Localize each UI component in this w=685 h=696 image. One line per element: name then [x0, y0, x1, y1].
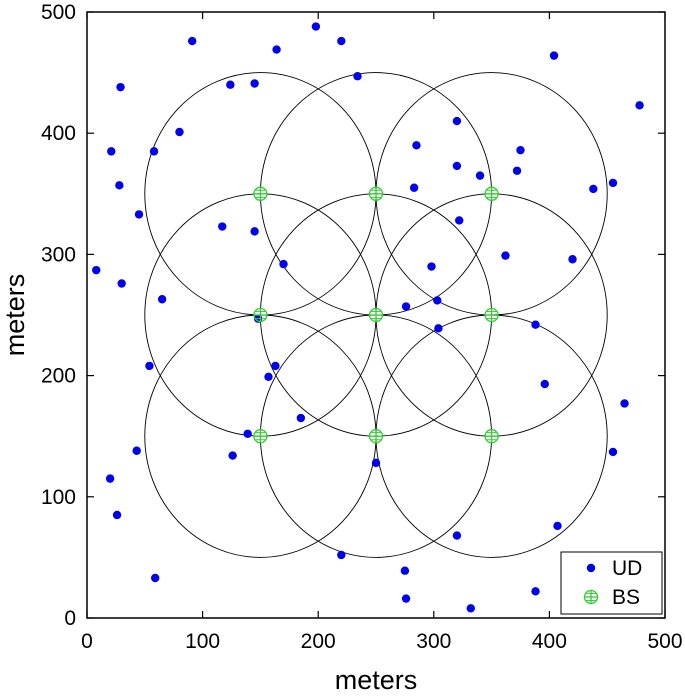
- bs-point: [484, 429, 499, 444]
- ud-point: [400, 566, 410, 575]
- x-tick-label: 200: [301, 630, 336, 653]
- x-tick-label: 0: [81, 630, 93, 653]
- legend-ud-marker: [586, 563, 596, 573]
- ud-point: [105, 474, 115, 483]
- plot-frame: [86, 11, 666, 619]
- legend-entry-bs: BS: [583, 586, 640, 609]
- ud-point: [175, 127, 184, 137]
- y-tick-label: 500: [41, 1, 76, 24]
- bs-point: [484, 307, 499, 323]
- ud-point: [132, 446, 141, 455]
- x-tick-label: 100: [185, 630, 220, 653]
- ud-point: [92, 265, 101, 275]
- ud-point: [540, 379, 549, 389]
- bs-point: [484, 186, 499, 201]
- bs-point: [368, 429, 384, 444]
- ud-point: [466, 604, 475, 613]
- legend-bs-symbol: [583, 589, 599, 605]
- ud-point: [475, 171, 485, 180]
- y-tick-label: 300: [41, 243, 76, 266]
- ud-point: [151, 573, 160, 583]
- ud-point: [608, 447, 618, 457]
- bs-point: [253, 186, 268, 201]
- ud-point: [218, 222, 227, 231]
- ud-point: [228, 451, 237, 460]
- data-points: [92, 22, 644, 613]
- bs-point: [253, 307, 268, 323]
- ud-point: [272, 45, 281, 54]
- ud-point: [516, 145, 525, 155]
- ud-point: [149, 147, 159, 156]
- ud-point: [250, 79, 259, 88]
- ud-point: [243, 429, 252, 438]
- y-tick-label: 100: [41, 486, 76, 509]
- y-tick-label: 200: [41, 365, 76, 388]
- ud-point: [531, 320, 540, 329]
- ud-point: [549, 51, 559, 60]
- ud-point: [157, 295, 167, 304]
- ud-point: [452, 116, 462, 126]
- ud-point: [452, 161, 462, 171]
- ud-point: [620, 399, 629, 408]
- ud-point: [134, 210, 144, 219]
- legend: UD BS: [560, 551, 663, 615]
- ud-point: [371, 458, 381, 468]
- x-tick-label: 300: [416, 630, 451, 653]
- legend-box: [560, 551, 663, 615]
- ud-point: [311, 22, 321, 31]
- ud-point: [568, 255, 577, 264]
- ud-point: [412, 141, 421, 150]
- ud-point: [608, 178, 618, 188]
- ud-point: [531, 587, 540, 596]
- ud-point: [226, 80, 235, 89]
- ud-point: [337, 36, 346, 46]
- ud-point: [271, 361, 280, 371]
- ud-point: [117, 279, 126, 288]
- ud-point: [553, 521, 562, 531]
- ud-point: [589, 184, 598, 194]
- ud-point: [409, 183, 419, 192]
- bs-point: [368, 186, 384, 201]
- legend-entry-ud: UD: [586, 557, 642, 580]
- ud-point: [353, 72, 362, 81]
- legend-ud-label: UD: [612, 557, 642, 580]
- ud-point: [401, 302, 411, 311]
- ud-point: [455, 216, 464, 225]
- ud-point: [501, 251, 510, 260]
- ud-point: [112, 510, 122, 520]
- ud-point: [279, 259, 288, 269]
- legend-bs-label: BS: [612, 586, 640, 609]
- ud-point: [187, 36, 197, 46]
- bs-point: [253, 429, 268, 444]
- ud-point: [427, 262, 436, 271]
- ud-point: [296, 413, 306, 423]
- x-tick-label: 400: [532, 630, 567, 653]
- ud-point: [635, 101, 644, 110]
- ud-point: [107, 147, 116, 156]
- ud-point: [433, 296, 442, 305]
- y-tick-label: 400: [41, 122, 76, 145]
- ud-point: [115, 181, 124, 190]
- bs-point: [368, 307, 384, 323]
- ud-point: [337, 550, 346, 560]
- ud-point: [401, 594, 411, 603]
- ud-point: [512, 166, 522, 175]
- ud-point: [250, 227, 259, 236]
- y-tick-label: 0: [64, 607, 76, 630]
- ud-point: [264, 372, 273, 382]
- x-axis-title: meters: [335, 665, 418, 695]
- legend-bs-marker: [583, 589, 599, 605]
- ud-point: [116, 82, 125, 92]
- ud-point: [145, 361, 154, 371]
- ud-point: [452, 531, 462, 540]
- axis-ticks: 0 100 200 300 400 500 0 100 200 300 400 500: [41, 1, 683, 653]
- x-tick-label: 500: [647, 630, 682, 653]
- y-axis-title: meters: [0, 274, 30, 357]
- ud-point: [434, 324, 443, 333]
